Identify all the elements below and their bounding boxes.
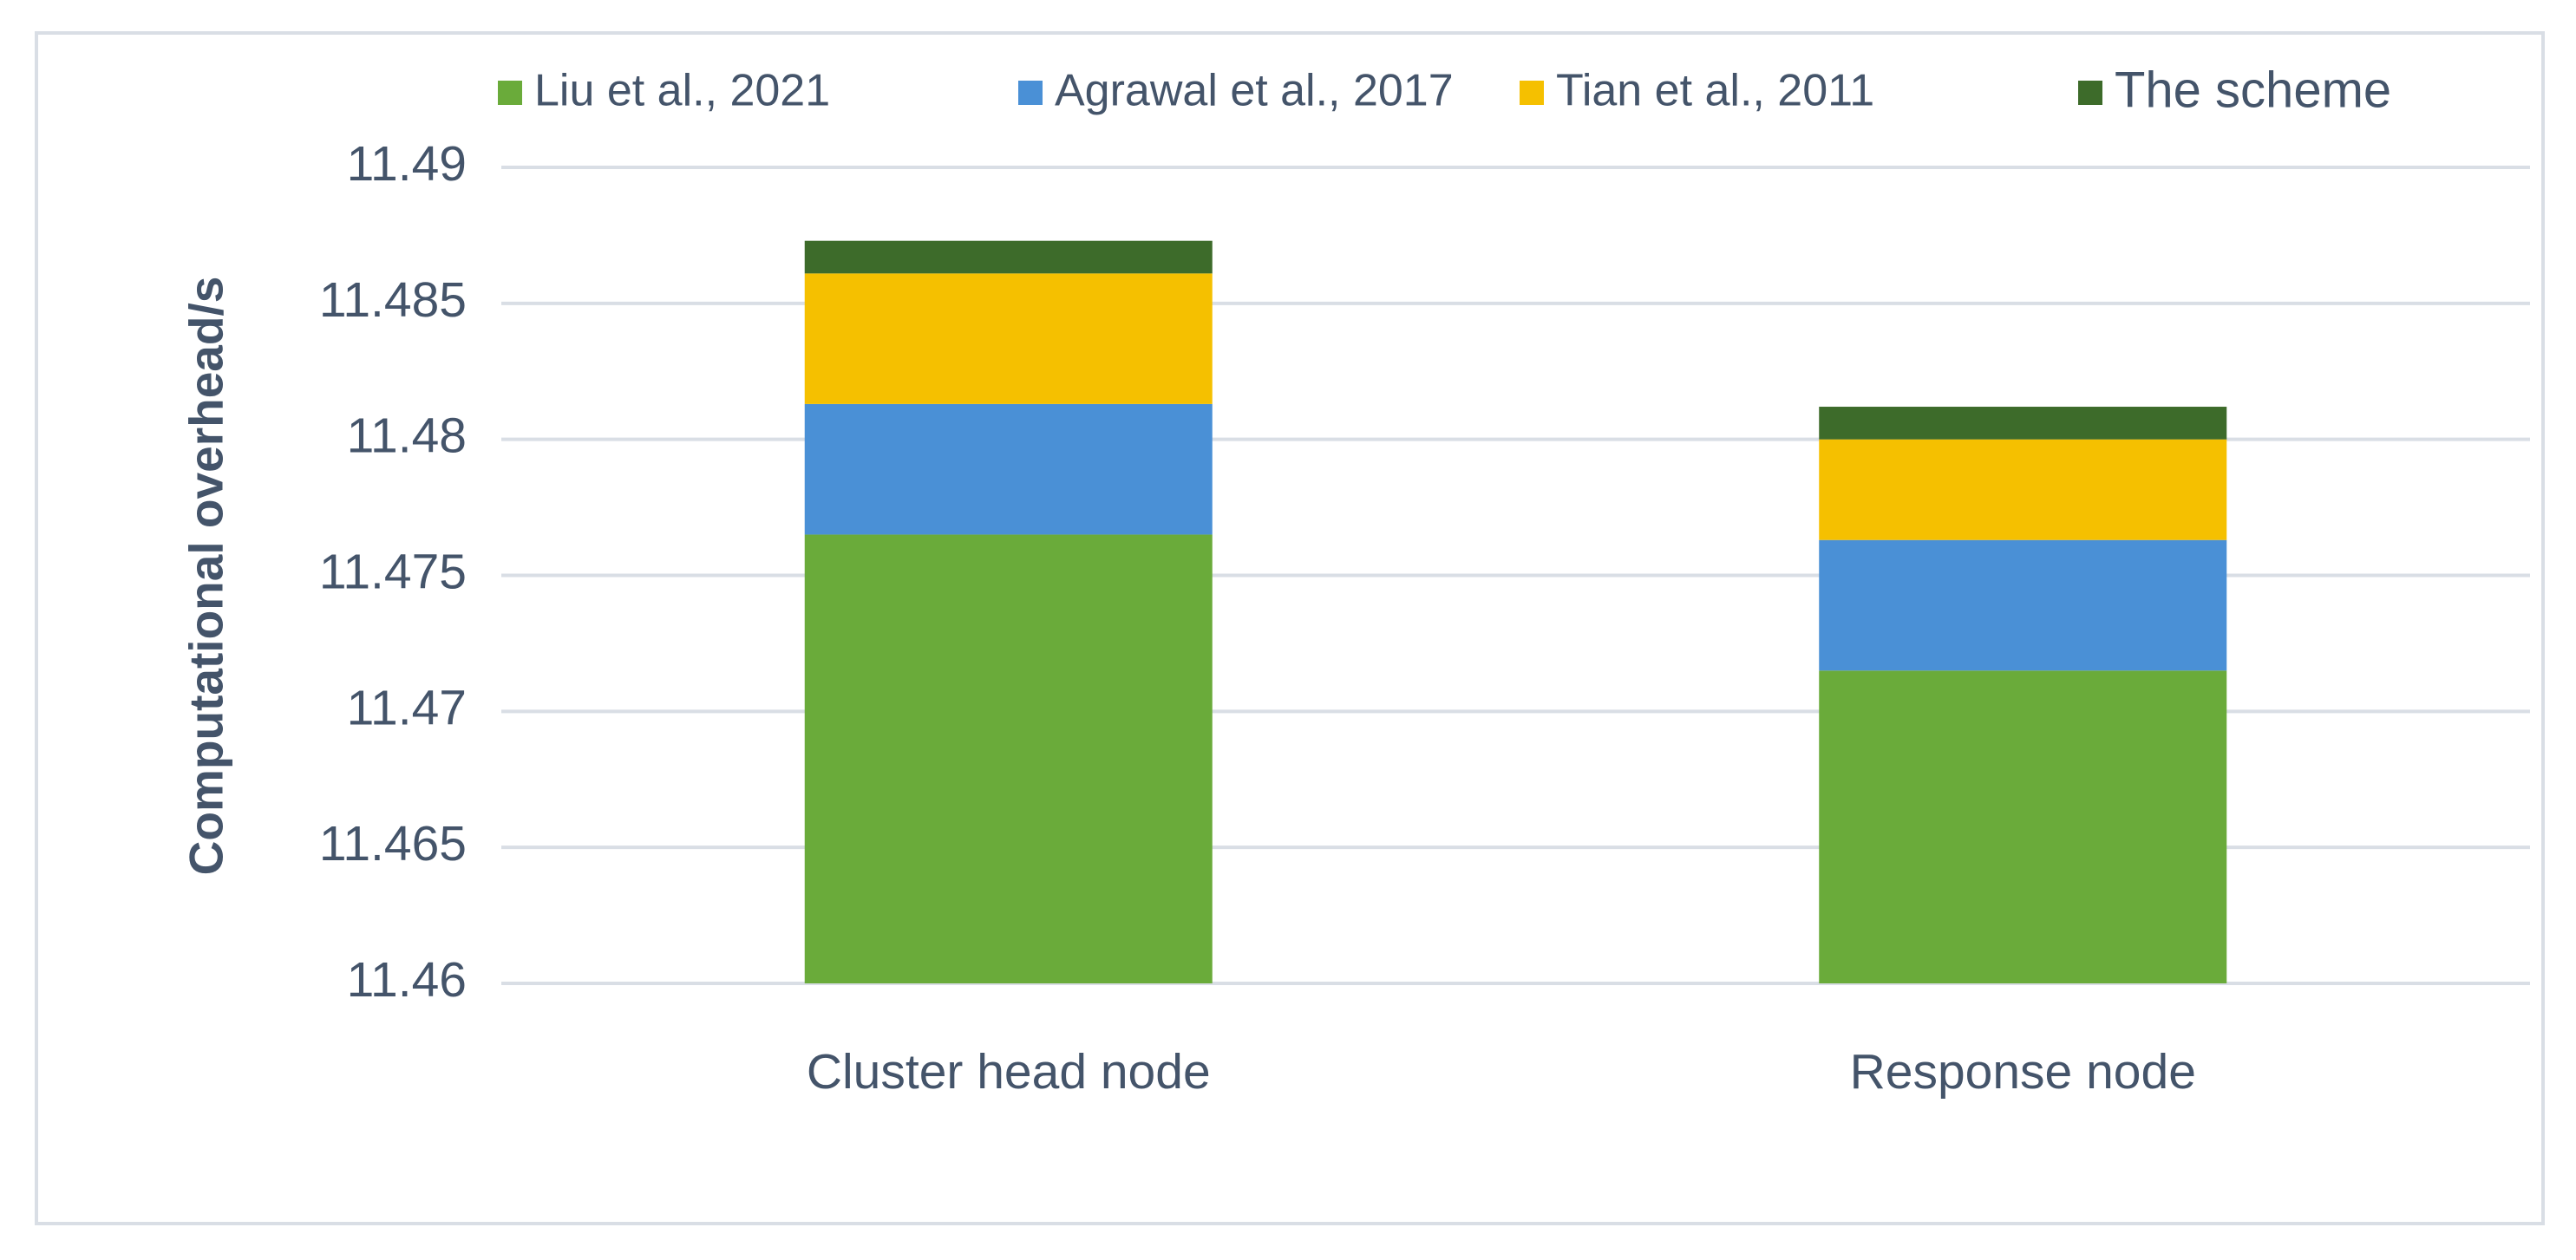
legend-swatch <box>1520 81 1544 105</box>
legend-label: Agrawal et al., 2017 <box>1055 66 1454 116</box>
bar-segment <box>1819 439 2227 540</box>
legend-swatch <box>2078 81 2102 105</box>
legend-label: Tian et al., 2011 <box>1556 66 1874 116</box>
bar-segment <box>804 534 1213 983</box>
y-tick-label: 11.475 <box>319 545 467 600</box>
y-tick-label: 11.46 <box>347 952 467 1008</box>
legend-label: The scheme <box>2115 62 2391 118</box>
x-tick-label: Cluster head node <box>807 1044 1211 1100</box>
x-tick-label: Response node <box>1850 1044 2196 1100</box>
bar-segment <box>804 403 1213 535</box>
y-tick-label: 11.48 <box>347 408 467 464</box>
legend-label: Liu et al., 2021 <box>534 66 830 116</box>
bar-segment <box>804 273 1213 404</box>
bar-segment <box>804 240 1213 274</box>
bar-segment <box>1819 670 2227 983</box>
legend-swatch <box>1018 81 1043 105</box>
y-tick-label: 11.485 <box>319 272 467 328</box>
y-tick-label: 11.49 <box>347 136 467 192</box>
y-tick-label: 11.47 <box>347 680 467 735</box>
y-tick-label: 11.465 <box>319 816 467 872</box>
legend-swatch <box>498 81 522 105</box>
bar-segment <box>1819 407 2227 440</box>
y-axis-label: Computational overhead/s <box>180 277 233 876</box>
bar-segment <box>1819 539 2227 671</box>
